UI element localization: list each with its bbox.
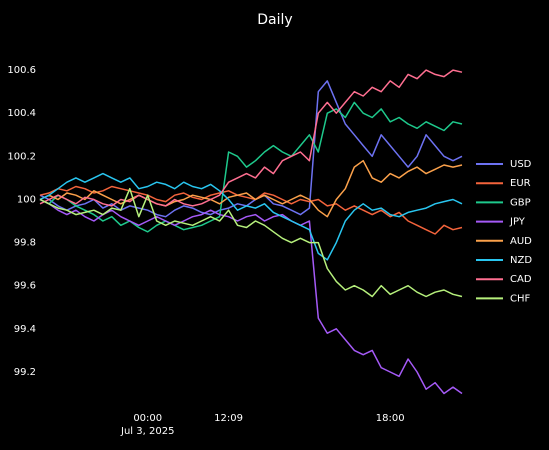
legend-label: EUR — [510, 178, 531, 189]
series-line — [39, 185, 463, 235]
y-tick-label: 100.6 — [7, 65, 36, 76]
series-line — [39, 69, 463, 207]
series-line — [39, 80, 463, 218]
legend-label: AUD — [510, 236, 532, 247]
legend-label: NZD — [510, 255, 532, 266]
y-tick-label: 100.2 — [7, 151, 36, 162]
series-line — [39, 101, 463, 233]
y-tick-label: 100 — [17, 194, 36, 205]
series-line — [39, 198, 463, 395]
chart-title: Daily — [257, 12, 292, 28]
x-tick-label: 18:00 — [375, 413, 405, 424]
series-line — [39, 159, 463, 218]
series-line — [39, 187, 463, 298]
x-tick-label: 00:00 Jul 3, 2025 — [121, 413, 175, 437]
x-tick-label: 12:09 — [214, 413, 243, 424]
legend-label: JPY — [509, 217, 526, 228]
y-tick-label: 99.6 — [14, 281, 36, 292]
legend-label: USD — [510, 159, 532, 170]
legend-label: GBP — [510, 197, 531, 208]
y-tick-label: 99.4 — [14, 324, 36, 335]
y-tick-label: 100.4 — [7, 108, 36, 119]
legend-label: CAD — [510, 274, 532, 285]
y-tick-label: 99.2 — [14, 367, 36, 378]
series-line — [39, 172, 463, 261]
legend-label: CHF — [510, 293, 531, 304]
y-tick-label: 99.8 — [14, 238, 36, 249]
